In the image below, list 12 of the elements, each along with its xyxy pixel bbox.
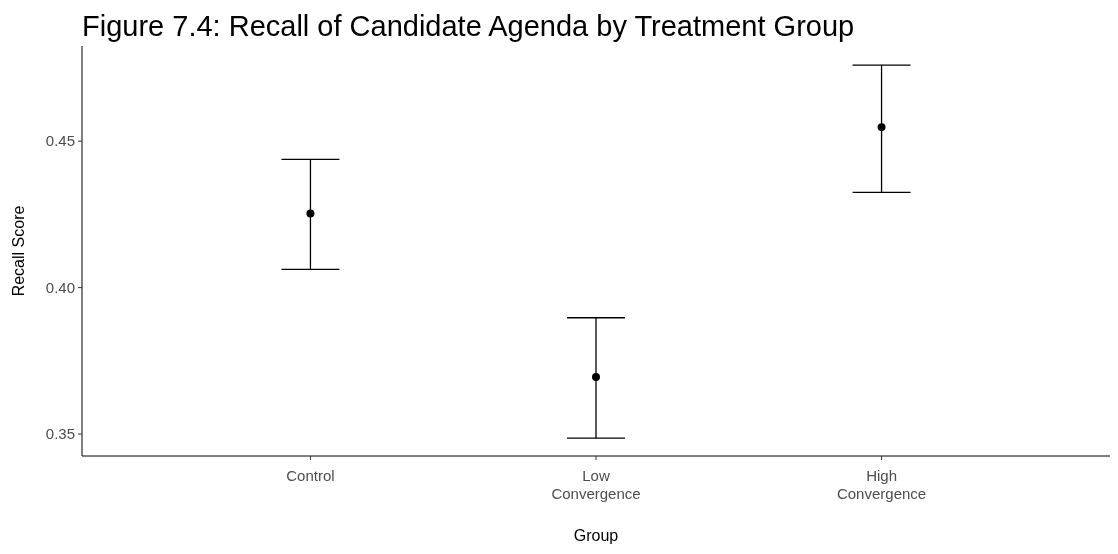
y-tick-label: 0.35 (45, 425, 75, 443)
point (306, 209, 315, 218)
x-tick-label: High Convergence (836, 467, 927, 502)
y-axis-title: Recall Score (10, 205, 27, 297)
x-axis-title: Group (573, 527, 619, 544)
x-tick-label: Low Convergence (551, 467, 641, 502)
chart-title: Figure 7.4: Recall of Candidate Agenda by Treatment Group (82, 10, 855, 42)
point (877, 123, 886, 132)
y-tick-label: 0.45 (45, 132, 75, 150)
y-tick-label: 0.40 (45, 278, 75, 296)
x-tick-label: Control (286, 467, 335, 484)
point (592, 372, 600, 381)
